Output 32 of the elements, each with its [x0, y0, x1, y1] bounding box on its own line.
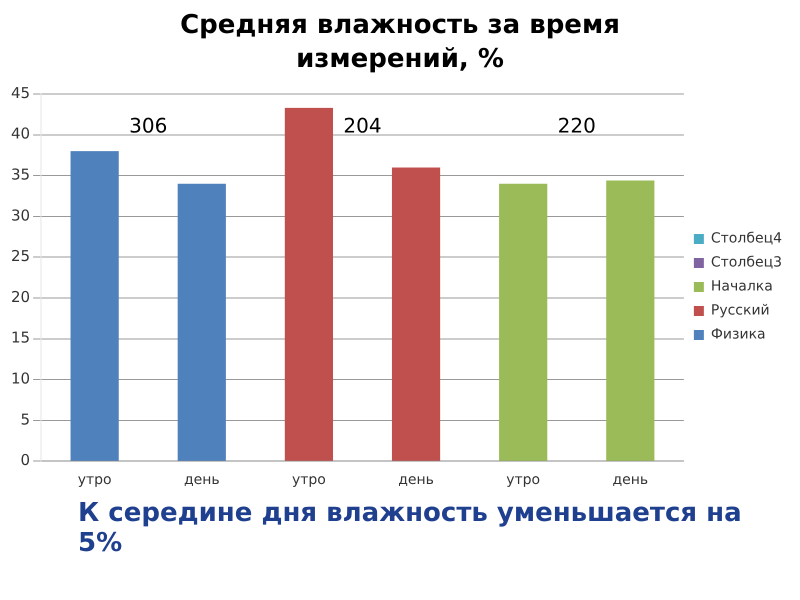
x-tick-label: день — [612, 472, 648, 488]
y-tick-label: 25 — [10, 247, 30, 266]
x-tick-label: утро — [292, 472, 326, 488]
y-tick-label: 10 — [10, 369, 30, 388]
bar — [499, 184, 548, 461]
x-tick-label: утро — [78, 472, 112, 488]
legend-label: Русский — [710, 302, 770, 319]
annotation: 220 — [558, 113, 596, 138]
y-tick-label: 35 — [10, 165, 30, 184]
bar — [284, 108, 334, 461]
y-tick-label: 20 — [10, 288, 30, 306]
x-tick-label: утро — [506, 472, 540, 488]
bar — [70, 151, 119, 461]
y-tick-label: 40 — [10, 124, 30, 143]
bar — [606, 180, 654, 461]
bar — [178, 184, 226, 461]
bar — [392, 167, 440, 461]
annotation: 306 — [129, 113, 168, 138]
y-tick-label: 5 — [20, 410, 30, 428]
y-tick-label: 45 — [10, 84, 30, 102]
legend-label: Столбец4 — [710, 230, 782, 247]
x-tick-label: день — [184, 472, 220, 488]
y-tick-label: 30 — [10, 206, 30, 224]
y-tick-label: 15 — [10, 328, 30, 347]
x-tick-label: день — [398, 472, 434, 488]
legend-label: Физика — [710, 326, 766, 343]
y-tick-label: 0 — [20, 451, 30, 470]
text: К середине дня влажность уменьшается на 5% — [78, 498, 743, 558]
chart-title: Средняя влажность за время измерений, % — [179, 9, 621, 76]
legend-label: Началка — [710, 278, 773, 295]
annotation: 204 — [343, 113, 382, 138]
legend-label: Столбец3 — [710, 254, 782, 271]
